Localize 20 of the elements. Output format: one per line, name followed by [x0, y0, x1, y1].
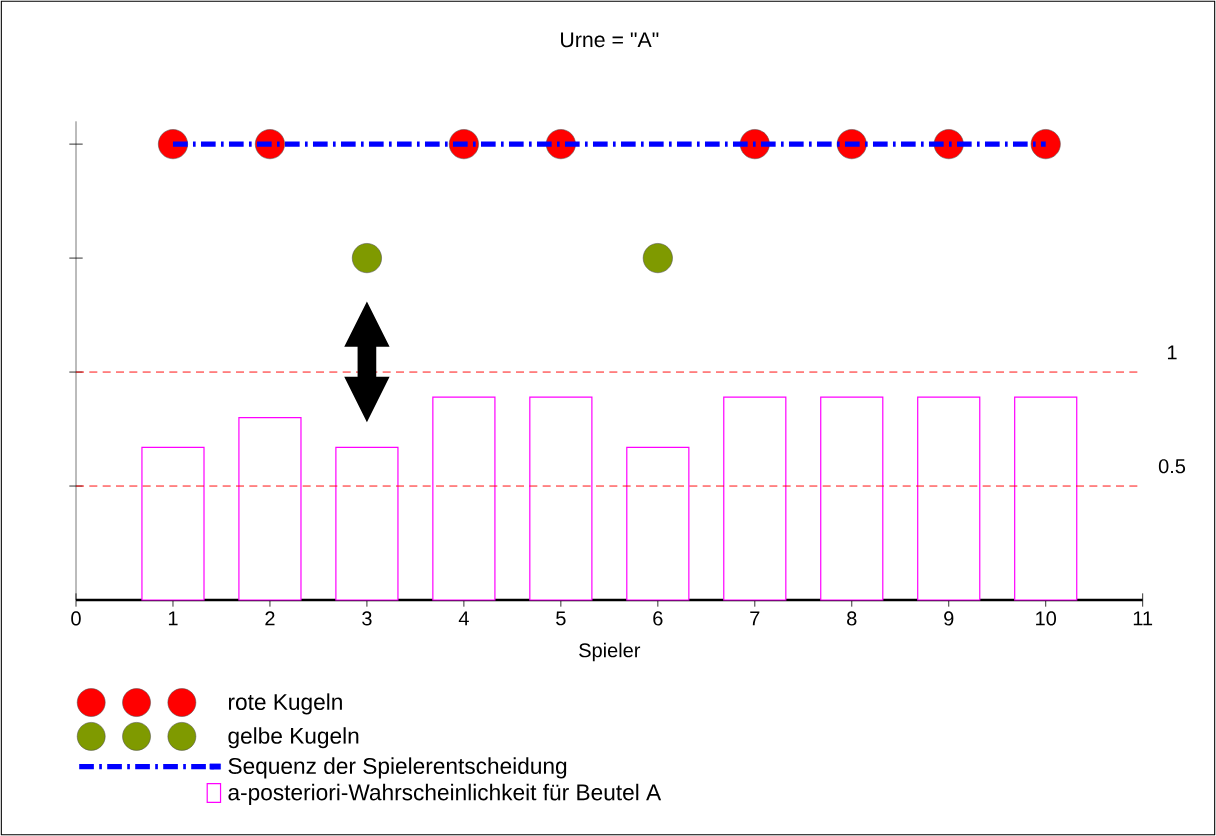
legend-label: Sequenz der Spielerentscheidung — [228, 757, 567, 779]
legend-label: rote Kugeln — [228, 693, 342, 715]
x-tick-label: 9 — [944, 611, 954, 626]
ref-line-label: 1 — [1167, 345, 1177, 360]
legend-label: gelbe Kugeln — [228, 727, 359, 749]
x-tick-label: 1 — [168, 611, 178, 626]
legend-label: a-posteriori-Wahrscheinlichkeit für Beutel A — [228, 783, 662, 805]
x-tick-label: 10 — [1036, 611, 1057, 626]
ref-line-label: 0.5 — [1158, 459, 1186, 474]
x-tick-label: 11 — [1133, 611, 1153, 626]
x-tick-label: 0 — [71, 611, 81, 626]
chart-title: Urne = "A" — [561, 32, 659, 48]
x-tick-label: 3 — [362, 611, 372, 626]
x-tick-label: 8 — [847, 611, 857, 626]
x-tick-label: 5 — [556, 611, 566, 626]
x-tick-label: 6 — [653, 611, 663, 626]
x-axis-title: Spieler — [579, 642, 641, 662]
x-tick-label: 4 — [458, 611, 469, 626]
x-tick-label: 7 — [750, 611, 760, 626]
x-tick-label: 2 — [265, 611, 275, 626]
